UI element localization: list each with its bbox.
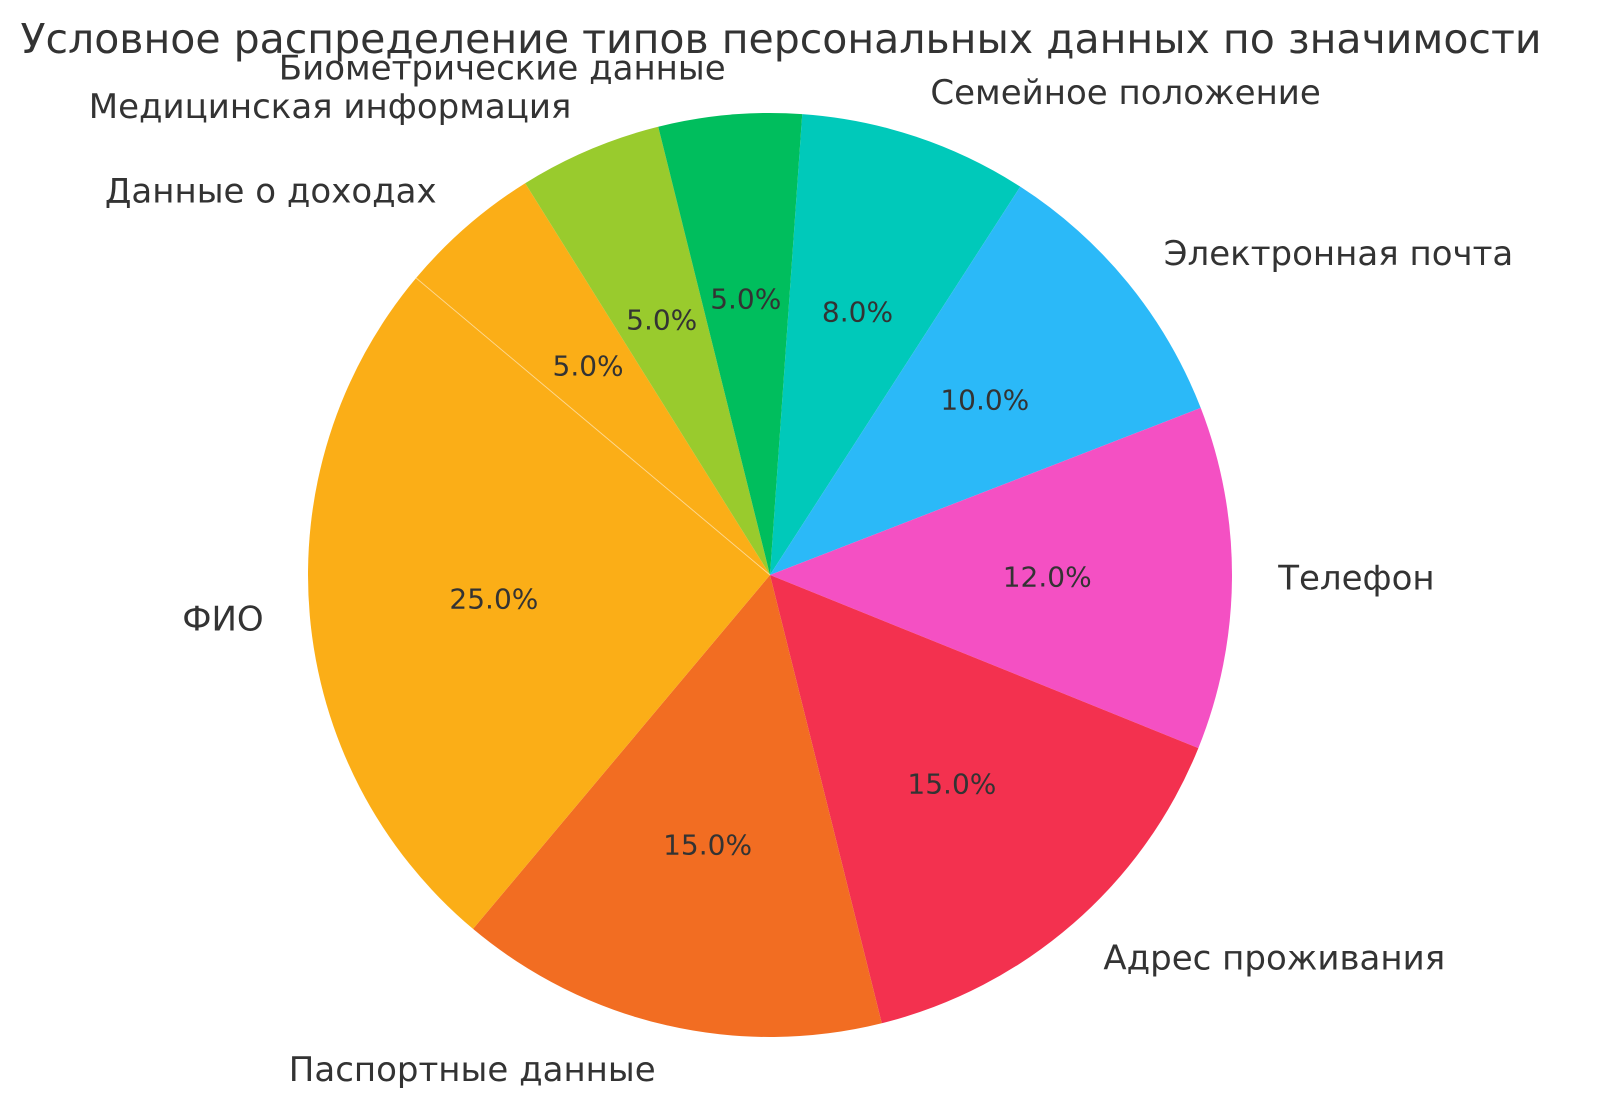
slice-percent-0: 8.0%: [822, 296, 893, 329]
chart-title: Условное распределение типов персональны…: [20, 15, 1541, 63]
same-color-slice-separator: [415, 277, 771, 576]
pie-separators: [415, 277, 771, 576]
slice-percent-5: 25.0%: [449, 583, 538, 616]
slice-percent-7: 5.0%: [626, 303, 697, 336]
slice-label-3: Адрес проживания: [1103, 939, 1445, 979]
pie-slices: [308, 113, 1232, 1038]
pie-slice-5: [308, 278, 770, 929]
slice-percent-4: 15.0%: [663, 829, 752, 862]
slice-percent-2: 12.0%: [1003, 560, 1092, 593]
slice-percent-6: 5.0%: [553, 349, 624, 382]
slice-percent-8: 5.0%: [710, 282, 781, 315]
pie-slice-8: [658, 113, 803, 575]
slice-label-4: Паспортные данные: [289, 1050, 656, 1090]
pie-percent-labels: 8.0%10.0%12.0%15.0%15.0%25.0%5.0%5.0%5.0…: [449, 282, 1091, 861]
slice-label-6: Данные о доходах: [105, 172, 437, 212]
pie-slice-4: [473, 575, 882, 1038]
pie-slice-2: [770, 407, 1232, 749]
pie-slice-7: [525, 126, 770, 575]
slice-label-1: Электронная почта: [1164, 234, 1513, 274]
slice-label-5: ФИО: [182, 599, 263, 639]
slice-label-0: Семейное положение: [930, 73, 1320, 113]
pie-category-labels: Семейное положение Электронная почта Телеф…: [89, 49, 1513, 1090]
pie-slice-1: [770, 186, 1201, 575]
slice-label-7: Медицинская информация: [89, 87, 572, 127]
slice-percent-3: 15.0%: [907, 768, 996, 801]
slice-percent-1: 10.0%: [940, 383, 1029, 416]
pie-slice-0: [770, 114, 1021, 575]
slice-label-8: Биометрические данные: [279, 49, 726, 89]
slice-label-2: Телефон: [1277, 559, 1434, 599]
pie-slice-3: [770, 575, 1199, 1024]
pie-slice-6: [416, 183, 770, 575]
